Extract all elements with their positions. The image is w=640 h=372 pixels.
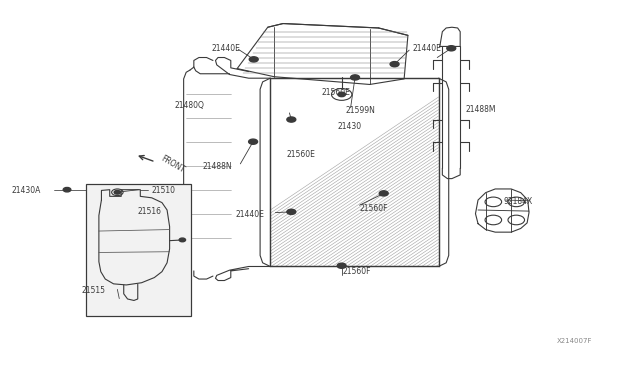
Text: 21560E: 21560E — [287, 151, 316, 160]
Text: 21480Q: 21480Q — [174, 101, 204, 110]
Circle shape — [287, 117, 296, 122]
Text: 21560E: 21560E — [321, 88, 350, 97]
Circle shape — [390, 62, 399, 67]
Circle shape — [338, 92, 346, 97]
Circle shape — [351, 75, 360, 80]
Text: 21560F: 21560F — [342, 267, 371, 276]
Text: 21440E: 21440E — [412, 44, 441, 53]
Text: FRONT: FRONT — [159, 154, 186, 175]
Text: 21488M: 21488M — [465, 105, 496, 114]
Circle shape — [380, 191, 388, 196]
Text: 21440E: 21440E — [236, 209, 264, 219]
Text: 21430: 21430 — [338, 122, 362, 131]
Bar — [270, 78, 438, 266]
Circle shape — [114, 190, 120, 194]
Text: 92184X: 92184X — [504, 197, 532, 206]
Circle shape — [447, 46, 456, 51]
Text: 21440E: 21440E — [212, 44, 241, 53]
Text: 21516: 21516 — [137, 206, 161, 216]
Circle shape — [287, 209, 296, 214]
Circle shape — [179, 238, 186, 242]
Circle shape — [249, 57, 258, 62]
Text: 21488N: 21488N — [202, 162, 232, 171]
Circle shape — [337, 263, 346, 268]
Text: 21599N: 21599N — [346, 106, 376, 115]
Text: 21515: 21515 — [81, 286, 105, 295]
Text: 21510: 21510 — [151, 186, 175, 195]
Text: 21560F: 21560F — [360, 203, 388, 213]
Text: 21430A: 21430A — [12, 186, 41, 195]
Circle shape — [248, 139, 257, 144]
Text: X214007F: X214007F — [557, 338, 593, 344]
Circle shape — [63, 187, 71, 192]
Bar — [86, 184, 191, 316]
